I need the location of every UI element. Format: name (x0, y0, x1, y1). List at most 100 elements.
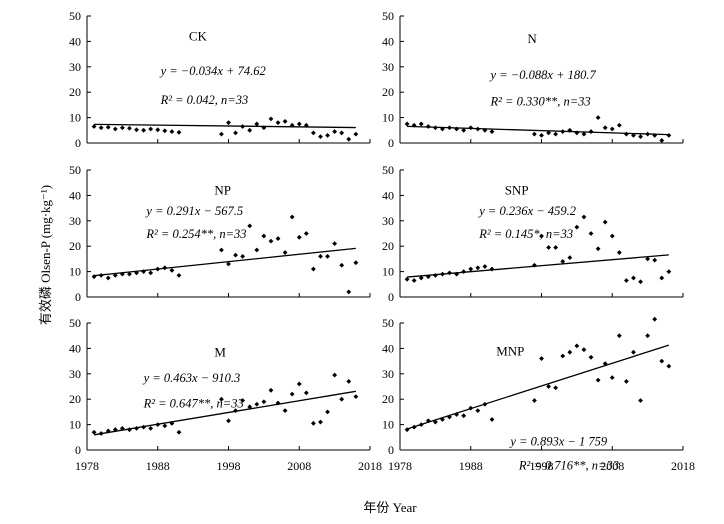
data-point (268, 238, 274, 244)
data-point (482, 264, 488, 269)
fit-line (407, 125, 669, 136)
data-point (418, 422, 424, 427)
data-point (169, 129, 175, 134)
data-point (546, 384, 551, 389)
data-point (346, 379, 352, 384)
data-point (461, 127, 467, 133)
data-point (134, 270, 139, 276)
data-point (127, 271, 132, 277)
regression-equation: y = −0.088x + 180.7 (489, 68, 597, 82)
data-point (219, 131, 224, 137)
data-point (134, 127, 139, 133)
data-point (311, 130, 316, 136)
data-point (553, 245, 559, 250)
data-point (652, 316, 658, 322)
data-point (226, 261, 231, 267)
regression-stats: R² = 0.330**, n=33 (490, 94, 591, 108)
data-point (233, 130, 238, 136)
data-point (332, 372, 338, 378)
data-point (219, 396, 224, 402)
data-point (532, 262, 537, 268)
data-point (254, 121, 260, 127)
data-point (432, 125, 438, 131)
fit-line (94, 123, 356, 129)
data-point (303, 390, 309, 396)
data-point (631, 275, 636, 281)
data-point (303, 231, 309, 236)
x-tick-label: 2008 (600, 459, 624, 473)
y-tick-label: 50 (69, 9, 81, 23)
data-point (588, 354, 594, 360)
data-point (432, 419, 438, 425)
data-point (353, 131, 359, 137)
data-point (468, 125, 474, 131)
data-point (539, 132, 544, 138)
data-point (112, 273, 118, 278)
data-point (105, 124, 111, 130)
data-point (127, 427, 132, 433)
panel-mnp: 0 10 20 30 40 50 MNP y = 0.893x − 1 759 R² = 0.7… (382, 316, 684, 473)
data-point (296, 234, 302, 240)
x-tick-label: 2018 (671, 459, 695, 473)
data-point (148, 126, 154, 132)
data-point (318, 134, 323, 140)
data-point (141, 424, 146, 430)
x-tick-label: 1998 (217, 459, 241, 473)
y-tick-label: 20 (69, 392, 81, 406)
data-point (261, 233, 267, 239)
data-point (105, 275, 111, 281)
data-point (447, 270, 452, 276)
data-point (91, 429, 97, 435)
data-point (482, 127, 488, 133)
data-point (553, 131, 559, 137)
x-tick-label: 1978 (75, 459, 99, 473)
y-tick-label: 40 (382, 341, 394, 355)
regression-equation: y = 0.463x − 910.3 (142, 371, 241, 385)
regression-stats: R² = 0.254**, n=33 (145, 227, 246, 241)
data-point (418, 275, 424, 281)
data-point (411, 278, 417, 283)
y-tick-label: 0 (75, 136, 81, 150)
panel-m: 0 10 20 30 40 50 My = 0.463x − 910.3 R² = 0.647… (69, 316, 371, 457)
data-point (240, 124, 246, 129)
data-point (247, 127, 253, 133)
data-point (261, 125, 267, 131)
panel-np: 0 10 20 30 40 50 NP y = 0.291x − 567.5 R² = 0.25… (69, 163, 371, 304)
data-point (482, 401, 488, 407)
data-point (289, 122, 295, 128)
data-point (141, 127, 146, 133)
x-tick-label: 2008 (287, 459, 311, 473)
data-point (91, 274, 97, 280)
data-point (574, 130, 580, 136)
y-tick-label: 40 (382, 34, 394, 48)
data-point (226, 120, 231, 126)
data-point (532, 131, 537, 137)
data-point (624, 131, 629, 137)
data-point (98, 273, 104, 278)
data-point (275, 400, 281, 406)
data-point (148, 426, 154, 431)
data-point (645, 256, 651, 262)
y-tick-label: 10 (69, 418, 81, 432)
panels: 0 10 20 30 40 50 CK y = −0.034x + 74.62 R² = 0.0… (69, 9, 684, 473)
y-tick-label: 20 (382, 85, 394, 99)
data-point (602, 219, 608, 225)
data-point (659, 358, 665, 364)
data-point (440, 417, 445, 422)
y-tick-label: 30 (382, 214, 394, 228)
data-point (332, 241, 338, 247)
panel-title: SNP (505, 183, 529, 198)
data-point (311, 266, 316, 272)
y-tick-label: 50 (382, 9, 394, 23)
data-point (539, 356, 544, 361)
data-point (567, 255, 573, 261)
x-tick-label: 1988 (459, 459, 483, 473)
data-point (353, 394, 359, 400)
data-point (581, 131, 587, 137)
data-point (411, 122, 417, 128)
regression-equation: y = 0.236x − 459.2 (477, 204, 576, 218)
regression-equation: y = 0.291x − 567.5 (144, 204, 243, 218)
data-point (659, 138, 665, 143)
y-tick-label: 20 (69, 85, 81, 99)
data-point (475, 408, 481, 414)
